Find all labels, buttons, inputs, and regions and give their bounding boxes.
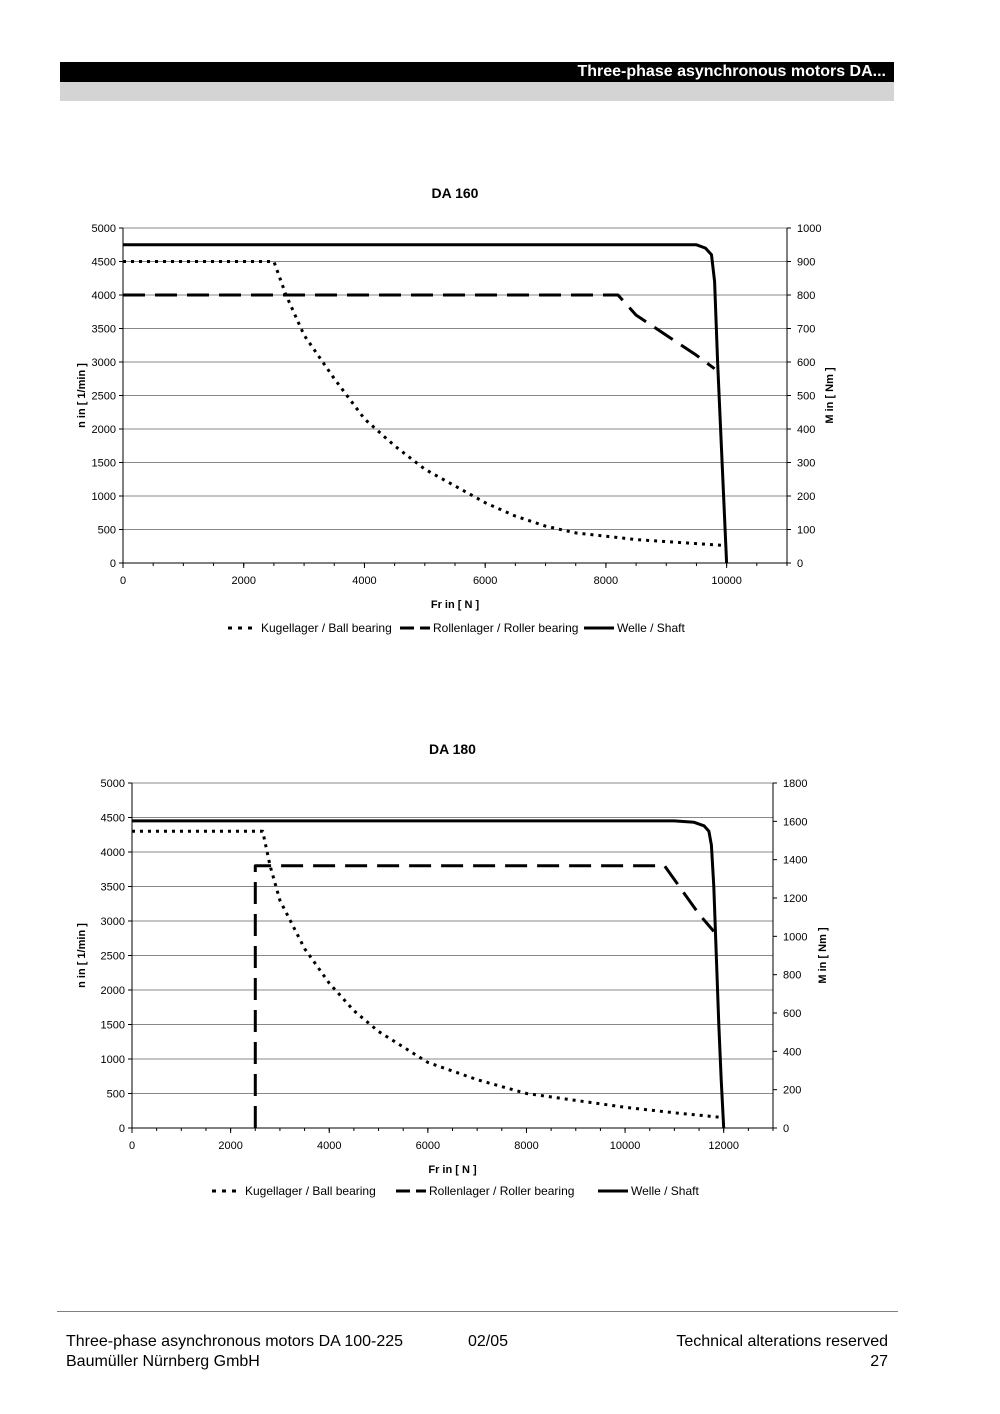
legend-label: Welle / Shaft (631, 1184, 699, 1198)
header-title: Three-phase asynchronous motors DA... (577, 63, 886, 80)
x-tick-label: 6000 (416, 1140, 440, 1152)
x-tick-label: 8000 (514, 1140, 538, 1152)
y2-tick-label: 900 (797, 257, 815, 269)
y2-tick-label: 1000 (783, 931, 807, 943)
x-tick-label: 2000 (218, 1140, 242, 1152)
series-line-3 (123, 243, 729, 564)
footer-company: Baumüller Nürnberg GmbH (66, 1353, 260, 1370)
y-tick-label: 4000 (101, 847, 125, 859)
y2-tick-label: 800 (797, 290, 815, 302)
series-line-3 (132, 819, 726, 1129)
footer-date: 02/05 (468, 1333, 509, 1350)
x-tick-label: 8000 (594, 575, 618, 587)
y2-tick-label: 0 (783, 1123, 789, 1135)
legend-label: Rollenlager / Roller bearing (429, 1184, 574, 1198)
y-tick-label: 500 (98, 525, 116, 537)
chart-title: DA 180 (429, 741, 476, 757)
y-tick-label: 1000 (101, 1054, 125, 1066)
y-axis-label: n in [ 1/min ] (76, 363, 88, 428)
x-tick-label: 10000 (711, 575, 742, 587)
y-tick-label: 2000 (101, 985, 125, 997)
series-line-2 (253, 864, 715, 1128)
y-tick-label: 4500 (92, 257, 116, 269)
x-tick-label: 0 (120, 575, 126, 587)
x-tick-label: 4000 (317, 1140, 341, 1152)
y2-tick-label: 200 (783, 1085, 801, 1097)
y2-axis-label: M in [ Nm ] (824, 367, 836, 424)
y-tick-label: 3500 (92, 324, 116, 336)
legend-label: Kugellager / Ball bearing (261, 621, 392, 635)
y2-tick-label: 500 (797, 391, 815, 403)
y-tick-label: 1500 (101, 1020, 125, 1032)
series-line-2 (123, 293, 716, 370)
y2-tick-label: 400 (783, 1046, 801, 1058)
y-tick-label: 2500 (101, 951, 125, 963)
chart-title: DA 160 (432, 185, 479, 201)
y-tick-label: 500 (107, 1089, 125, 1101)
y-tick-label: 4000 (92, 290, 116, 302)
x-tick-label: 12000 (708, 1140, 739, 1152)
y-tick-label: 3000 (101, 916, 125, 928)
y-tick-label: 5000 (101, 778, 125, 790)
y2-tick-label: 0 (797, 558, 803, 570)
y-tick-label: 3500 (101, 882, 125, 894)
y-tick-label: 2000 (92, 424, 116, 436)
header-bar: Three-phase asynchronous motors DA... (60, 62, 894, 82)
y2-tick-label: 1800 (783, 778, 807, 790)
y-tick-label: 1000 (92, 491, 116, 503)
legend-label: Rollenlager / Roller bearing (433, 621, 578, 635)
y-tick-label: 0 (110, 558, 116, 570)
header-gray-band (60, 82, 894, 101)
y-tick-label: 1500 (92, 458, 116, 470)
chart-da180: DA 1800500100015002000250030003500400045… (76, 741, 829, 1198)
y2-tick-label: 1000 (797, 223, 821, 235)
series-line-1 (132, 829, 724, 1120)
legend-label: Kugellager / Ball bearing (245, 1184, 376, 1198)
x-tick-label: 6000 (473, 575, 497, 587)
chart-da160: DA 1600500100015002000250030003500400045… (76, 185, 836, 635)
y2-tick-label: 800 (783, 970, 801, 982)
x-tick-label: 2000 (231, 575, 255, 587)
y2-tick-label: 1200 (783, 893, 807, 905)
footer-page-number: 27 (870, 1353, 888, 1370)
y2-tick-label: 600 (783, 1008, 801, 1020)
y2-tick-label: 1400 (783, 855, 807, 867)
x-axis-label: Fr in [ N ] (431, 599, 480, 611)
y2-tick-label: 300 (797, 458, 815, 470)
x-tick-label: 4000 (352, 575, 376, 587)
y-tick-label: 5000 (92, 223, 116, 235)
footer-document-title: Three-phase asynchronous motors DA 100-2… (66, 1333, 404, 1350)
x-tick-label: 0 (129, 1140, 135, 1152)
y-tick-label: 2500 (92, 391, 116, 403)
x-axis-label: Fr in [ N ] (428, 1164, 477, 1176)
footer-rule (57, 1311, 898, 1312)
series-line-1 (123, 260, 727, 548)
y2-tick-label: 600 (797, 357, 815, 369)
y-tick-label: 4500 (101, 813, 125, 825)
y2-tick-label: 400 (797, 424, 815, 436)
y2-tick-label: 200 (797, 491, 815, 503)
x-tick-label: 10000 (610, 1140, 641, 1152)
y2-tick-label: 100 (797, 525, 815, 537)
y-axis-label: n in [ 1/min ] (76, 923, 88, 988)
y2-axis-label: M in [ Nm ] (817, 927, 829, 984)
y2-tick-label: 700 (797, 324, 815, 336)
legend-label: Welle / Shaft (617, 621, 685, 635)
y-tick-label: 0 (119, 1123, 125, 1135)
y2-tick-label: 1600 (783, 816, 807, 828)
y-tick-label: 3000 (92, 357, 116, 369)
footer-notice: Technical alterations reserved (676, 1333, 888, 1350)
